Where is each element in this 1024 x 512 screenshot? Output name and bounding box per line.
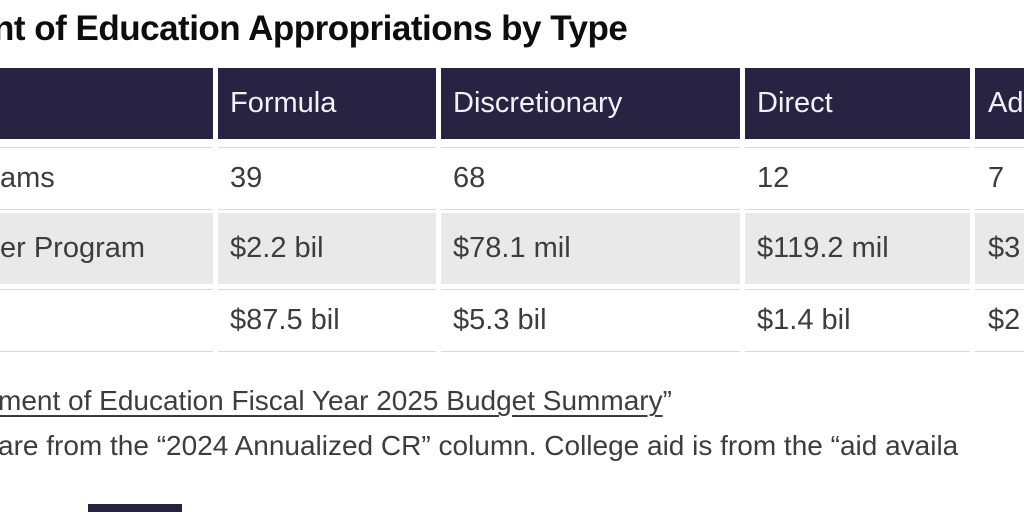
row-label [0,289,213,352]
table-row-programs: ams 39 68 12 7 [0,147,1024,210]
column-header-direct: Direct [745,68,970,139]
table-cell: $119.2 mil [745,213,970,284]
source-note: ment of Education Fiscal Year 2025 Budge… [0,385,672,417]
table-header-row: Formula Discretionary Direct Ad [0,68,1024,139]
row-label: ams [0,147,213,210]
row-label: er Program [0,213,213,284]
table-cell: $78.1 mil [441,213,740,284]
table-cell: 39 [218,147,436,210]
table-row-total: $87.5 bil $5.3 bil $1.4 bil $2 [0,289,1024,352]
page-title: nt of Education Appropriations by Type [0,9,628,48]
next-section-header-fragment [88,504,182,512]
table-cell: $1.4 bil [745,289,970,352]
source-link[interactable]: ment of Education Fiscal Year 2025 Budge… [0,385,663,416]
source-note-suffix: ” [662,385,672,416]
table-cell: $87.5 bil [218,289,436,352]
column-header-ad: Ad [975,68,1024,139]
table-cell: $2 [975,289,1024,352]
table-cell: $3 [975,213,1024,284]
column-header-blank [0,68,213,139]
column-header-formula: Formula [218,68,436,139]
table-cell: $5.3 bil [441,289,740,352]
table-cell: $2.2 bil [218,213,436,284]
methodology-note: are from the “2024 Annualized CR” column… [0,430,959,461]
table-row-per-program: er Program $2.2 bil $78.1 mil $119.2 mil… [0,213,1024,284]
table-cell: 12 [745,147,970,210]
table-cell: 68 [441,147,740,210]
column-header-discretionary: Discretionary [441,68,740,139]
table-cell: 7 [975,147,1024,210]
